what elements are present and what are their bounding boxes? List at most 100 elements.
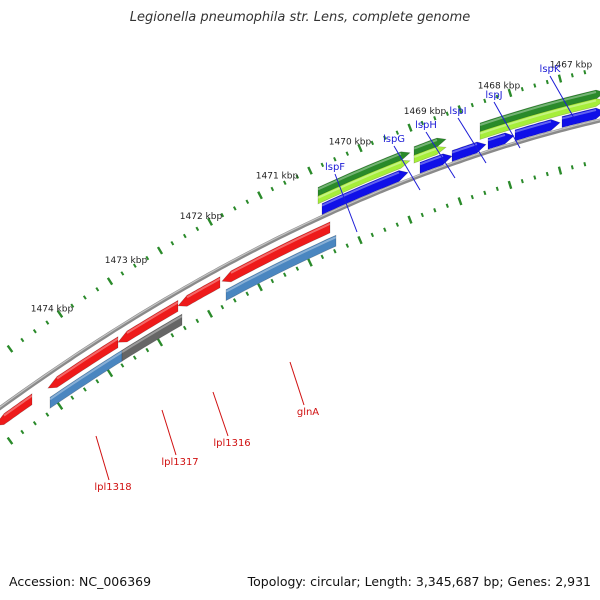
gene-label-lspJ: lspJ — [485, 90, 502, 101]
tick-mark — [132, 355, 137, 360]
tick-mark — [295, 174, 300, 179]
tick-mark — [120, 271, 125, 276]
tick-mark — [570, 165, 574, 170]
leader-line — [289, 361, 305, 406]
topology-summary: Topology: circular; Length: 3,345,687 bp… — [247, 574, 591, 589]
tick-mark — [32, 421, 37, 426]
feature-lpl1317-gray — [121, 313, 183, 362]
feature-lspF-lime-shine — [317, 161, 402, 199]
tick-mark — [557, 74, 563, 83]
feature-lspG-lime-shine — [413, 147, 438, 159]
tick-mark — [545, 79, 549, 85]
feature-lspK-blue-shine — [561, 109, 597, 120]
feature-lpl1316-red-shine — [186, 277, 221, 299]
leader-line — [457, 117, 487, 164]
leader-line — [393, 145, 421, 191]
tick-mark — [345, 151, 350, 156]
gene-label-glnA: glnA — [297, 407, 319, 418]
feature-lspH-blue-shine — [451, 143, 478, 154]
tick-mark — [220, 304, 225, 310]
tick-mark — [483, 98, 487, 104]
tick-mark — [320, 162, 325, 168]
tick-mark — [295, 266, 300, 271]
tick-mark — [95, 287, 100, 292]
tick-mark — [207, 217, 213, 226]
tick-mark — [357, 143, 363, 153]
scale-label: 1472 kbp — [180, 212, 223, 222]
tick-mark — [420, 212, 424, 218]
tick-mark — [232, 206, 237, 211]
tick-mark — [533, 83, 537, 88]
tick-mark — [6, 436, 14, 445]
tick-mark — [407, 215, 413, 224]
feature-red-left — [0, 393, 33, 426]
tick-mark — [20, 337, 25, 343]
tick-mark — [583, 70, 587, 75]
tick-mark — [95, 379, 100, 384]
tick-mark — [270, 186, 275, 192]
feature-lpl1317-gray-shine — [121, 315, 183, 354]
tick-mark — [520, 86, 524, 92]
scale-label: 1468 kbp — [478, 81, 521, 91]
tick-mark — [433, 116, 437, 121]
tick-mark — [45, 412, 50, 417]
tick-mark — [307, 258, 313, 267]
feature-red-left-shine — [3, 394, 33, 417]
tick-mark — [32, 329, 37, 334]
tick-mark — [220, 212, 225, 218]
tick-mark — [82, 387, 87, 392]
tick-mark — [583, 162, 587, 167]
tick-mark — [445, 203, 449, 208]
feature-glnA-steel — [225, 234, 337, 302]
leader-line — [95, 435, 110, 481]
tick-mark — [507, 180, 513, 190]
tick-mark — [345, 243, 350, 248]
inner-tick-track — [6, 162, 587, 445]
scale-label: 1467 kbp — [550, 61, 593, 71]
feature-lspF-blue-shine — [321, 171, 400, 207]
feature-lspJK-shine — [479, 91, 597, 126]
tick-mark — [333, 156, 337, 162]
feature-lpl1318-red-shine — [56, 337, 119, 380]
tick-mark — [182, 325, 187, 331]
backbone-highlight — [0, 118, 600, 408]
gene-label-lspH: lspH — [415, 120, 437, 131]
tick-mark — [357, 235, 363, 245]
tick-mark — [283, 180, 287, 186]
tick-mark — [45, 320, 50, 325]
feature-lspI-blue — [487, 132, 515, 150]
feature-lpl1316-red — [177, 276, 221, 307]
tick-mark — [232, 298, 237, 303]
tick-mark — [470, 102, 474, 108]
tick-mark — [82, 295, 87, 300]
tick-mark — [170, 333, 175, 338]
feature-track — [0, 89, 600, 426]
feature-glnA-red-shine — [230, 222, 331, 274]
scale-label: 1474 kbp — [31, 304, 74, 314]
leader-line — [334, 173, 358, 233]
feature-lpl1317-red — [117, 299, 179, 343]
feature-lspJ-blue — [514, 119, 561, 142]
scale-labels: 1474 kbp 1473 kbp 1472 kbp 1471 kbp 1470 kbp… — [31, 61, 593, 315]
tick-mark — [56, 401, 64, 410]
feature-lpl1318-red — [47, 336, 119, 389]
gene-label-lpl1318: lpl1318 — [94, 482, 131, 493]
scale-label: 1471 kbp — [256, 172, 299, 182]
feature-lspG-shine — [413, 139, 438, 150]
tick-mark — [6, 344, 14, 353]
tick-mark — [245, 199, 250, 205]
tick-mark — [495, 186, 499, 192]
map-title: Legionella pneumophila str. Lens, comple… — [129, 10, 471, 25]
feature-lspF-blue — [321, 170, 409, 216]
tick-mark — [270, 278, 275, 284]
tick-mark — [195, 226, 200, 232]
outer-tick-track — [6, 70, 587, 353]
tick-mark — [70, 395, 75, 400]
tick-mark — [457, 197, 463, 206]
tick-mark — [333, 248, 337, 254]
tick-mark — [433, 208, 437, 213]
tick-mark — [145, 255, 150, 261]
leader-line — [549, 75, 575, 119]
tick-mark — [507, 88, 513, 98]
gene-label-lspI: lspI — [449, 106, 466, 117]
